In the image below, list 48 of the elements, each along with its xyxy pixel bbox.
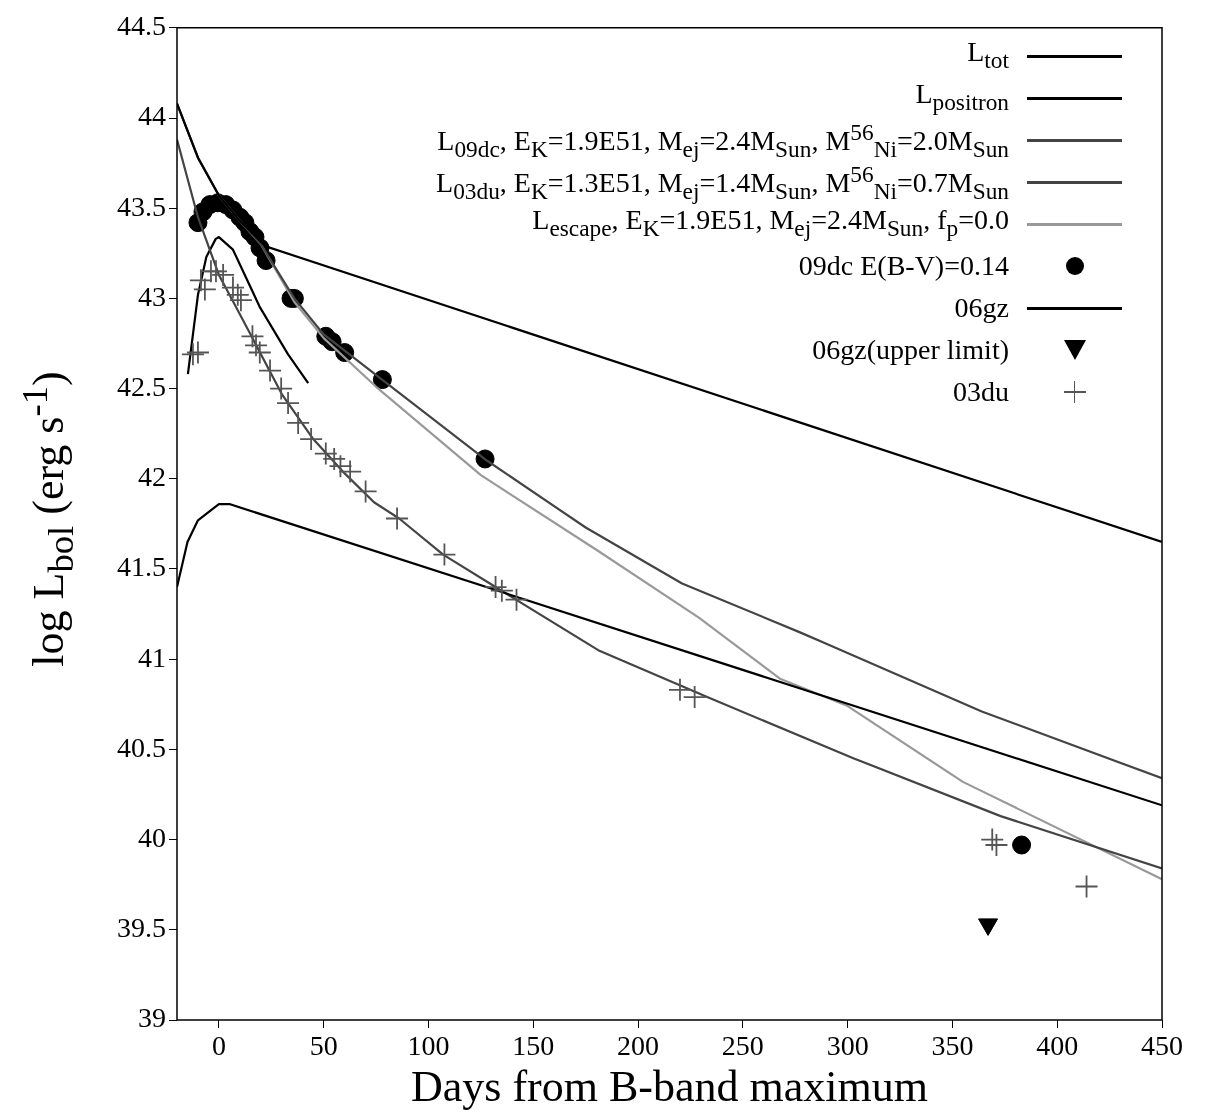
x-tick-label: 100 [407, 1030, 450, 1062]
point [181, 343, 204, 366]
legend-label: L$_{tot}$ [967, 35, 1009, 75]
point [683, 686, 706, 709]
point [323, 447, 346, 470]
x-tick-label: 0 [211, 1030, 226, 1062]
x-axis-title: Days from B-band maximum [410, 1062, 929, 1111]
point [490, 579, 513, 602]
x-tick-label: 50 [309, 1030, 338, 1062]
point [270, 377, 293, 400]
legend-label: L$_{positron}$ [915, 77, 1009, 117]
y-tick-label: 43 [138, 280, 166, 312]
x-tick-label: 450 [1141, 1030, 1183, 1062]
legend-label: 03du [953, 375, 1009, 409]
legend-label: 09dc E(B-V)=0.14 [798, 249, 1009, 283]
y-tick-label: 44 [138, 100, 166, 132]
x-tick-label: 200 [617, 1030, 660, 1062]
point [300, 428, 323, 451]
y-tick-label: 39.5 [117, 912, 166, 944]
x-tick-label: 300 [826, 1030, 869, 1062]
y-tick-label: 42.5 [117, 370, 166, 402]
text: L$_{escape}$, E$_{K}$=1.9E51, M$_{ej}$=2.4M$_{Sun}$, f$_{p}$=0.0 [532, 204, 1009, 241]
y-tick-label: 41.5 [117, 551, 166, 583]
point [226, 283, 249, 306]
point [277, 392, 300, 415]
y-tick-label: 41 [138, 641, 166, 673]
x-tick-label: 250 [721, 1030, 764, 1062]
legend-label: 06gz(upper limit) [812, 333, 1009, 367]
point [245, 334, 268, 357]
y-tick-label: 44.5 [117, 10, 166, 42]
x-tick-label: 150 [512, 1030, 555, 1062]
point [1012, 835, 1032, 855]
point [287, 411, 310, 434]
legend-label: 06gz [954, 291, 1009, 325]
point [212, 263, 235, 286]
point [204, 260, 227, 283]
point [229, 289, 252, 312]
x-tick-label: 350 [931, 1030, 974, 1062]
point [981, 828, 1004, 851]
y-tick-label: 40.5 [117, 731, 166, 763]
text: L$_{09dc}$, E$_{K}$=1.9E51, M$_{ej}$=2.4M$_{Sun}$, M$^{56}$$_{Ni}$=2.0M$_{Sun}$ [437, 118, 1009, 162]
y-tick-label: 43.5 [117, 190, 166, 222]
point [668, 678, 691, 701]
y-tick-label: 39 [138, 1002, 166, 1034]
point [193, 278, 216, 301]
x-tick-label: 400 [1036, 1030, 1079, 1062]
y-tick-label: 40 [138, 821, 166, 853]
y-tick-label: 42 [138, 461, 166, 493]
